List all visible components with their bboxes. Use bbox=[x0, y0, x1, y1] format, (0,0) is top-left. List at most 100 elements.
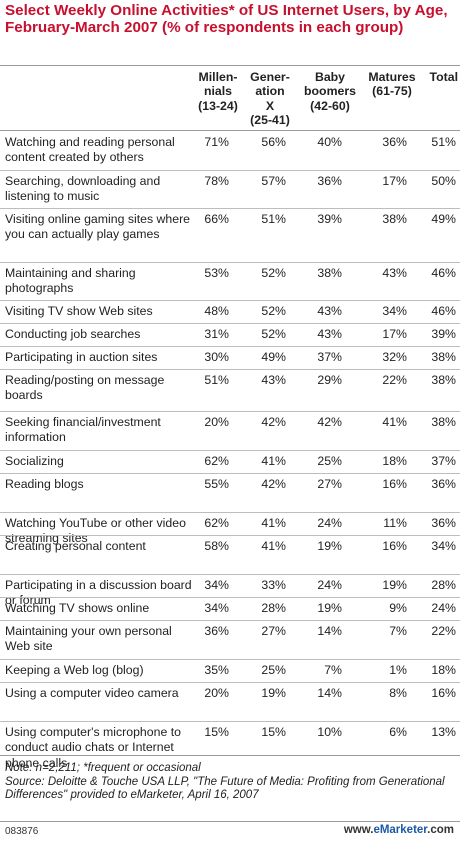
cell-total: 16% bbox=[431, 686, 456, 700]
cell-matures: 16% bbox=[382, 539, 407, 553]
cell-baby-boomers: 27% bbox=[317, 477, 342, 491]
cell-millennials: 71% bbox=[204, 135, 229, 149]
cell-baby-boomers: 42% bbox=[317, 415, 342, 429]
row-label: Participating in auction sites bbox=[5, 350, 158, 364]
cell-total: 37% bbox=[431, 454, 456, 468]
cell-total: 38% bbox=[431, 350, 456, 364]
cell-total: 34% bbox=[431, 539, 456, 553]
cell-gen-x: 52% bbox=[261, 266, 286, 280]
cell-baby-boomers: 29% bbox=[317, 373, 342, 387]
cell-baby-boomers: 19% bbox=[317, 601, 342, 615]
row-divider bbox=[0, 721, 460, 722]
footer-rule bbox=[0, 821, 460, 822]
column-header-gen-x: Gener- ation X (25-41) bbox=[250, 70, 290, 128]
cell-millennials: 53% bbox=[204, 266, 229, 280]
row-divider bbox=[0, 597, 460, 598]
row-label: Visiting online gaming sites where you c… bbox=[5, 212, 191, 242]
row-label: Reading/posting on message boards bbox=[5, 373, 165, 403]
cell-matures: 18% bbox=[382, 454, 407, 468]
cell-matures: 36% bbox=[382, 135, 407, 149]
cell-matures: 8% bbox=[389, 686, 407, 700]
logo-prefix: www. bbox=[343, 824, 374, 836]
row-divider bbox=[0, 300, 460, 301]
cell-millennials: 62% bbox=[204, 454, 229, 468]
row-divider bbox=[0, 574, 460, 575]
row-divider bbox=[0, 682, 460, 683]
cell-millennials: 66% bbox=[204, 212, 229, 226]
cell-millennials: 51% bbox=[204, 373, 229, 387]
cell-total: 36% bbox=[431, 516, 456, 530]
row-divider bbox=[0, 473, 460, 474]
cell-baby-boomers: 10% bbox=[317, 725, 342, 739]
row-label: Reading blogs bbox=[5, 477, 84, 491]
cell-total: 38% bbox=[431, 415, 456, 429]
cell-baby-boomers: 43% bbox=[317, 327, 342, 341]
row-divider bbox=[0, 535, 460, 536]
cell-total: 46% bbox=[431, 304, 456, 318]
cell-millennials: 34% bbox=[204, 601, 229, 615]
cell-baby-boomers: 14% bbox=[317, 686, 342, 700]
row-divider bbox=[0, 450, 460, 451]
cell-total: 50% bbox=[431, 174, 456, 188]
row-label: Creating personal content bbox=[5, 539, 146, 553]
cell-millennials: 48% bbox=[204, 304, 229, 318]
row-label: Watching and reading personal content cr… bbox=[5, 135, 175, 165]
row-label: Keeping a Web log (blog) bbox=[5, 663, 144, 677]
row-label: Using computer's microphone to conduct a… bbox=[5, 725, 181, 770]
cell-baby-boomers: 24% bbox=[317, 578, 342, 592]
row-divider bbox=[0, 411, 460, 412]
row-divider bbox=[0, 208, 460, 209]
cell-total: 18% bbox=[431, 663, 456, 677]
cell-matures: 41% bbox=[382, 415, 407, 429]
cell-matures: 38% bbox=[382, 212, 407, 226]
cell-gen-x: 15% bbox=[261, 725, 286, 739]
cell-gen-x: 57% bbox=[261, 174, 286, 188]
column-header-millennials: Millen- nials (13-24) bbox=[198, 70, 238, 113]
row-divider bbox=[0, 659, 460, 660]
cell-gen-x: 25% bbox=[261, 663, 286, 677]
cell-matures: 22% bbox=[382, 373, 407, 387]
row-label: Watching YouTube or other video streamin… bbox=[5, 516, 186, 546]
cell-total: 38% bbox=[431, 373, 456, 387]
cell-millennials: 58% bbox=[204, 539, 229, 553]
logo-suffix: .com bbox=[427, 824, 454, 836]
cell-gen-x: 52% bbox=[261, 327, 286, 341]
cell-matures: 17% bbox=[382, 327, 407, 341]
cell-total: 49% bbox=[431, 212, 456, 226]
source-note: Note: n=2,211; *frequent or occasional S… bbox=[5, 762, 445, 802]
row-divider bbox=[0, 369, 460, 370]
cell-millennials: 35% bbox=[204, 663, 229, 677]
cell-gen-x: 49% bbox=[261, 350, 286, 364]
cell-baby-boomers: 25% bbox=[317, 454, 342, 468]
cell-gen-x: 28% bbox=[261, 601, 286, 615]
emarketer-logo: www.eMarketer.com bbox=[344, 824, 454, 836]
row-divider bbox=[0, 512, 460, 513]
cell-baby-boomers: 19% bbox=[317, 539, 342, 553]
cell-gen-x: 41% bbox=[261, 516, 286, 530]
cell-gen-x: 42% bbox=[261, 415, 286, 429]
cell-total: 51% bbox=[431, 135, 456, 149]
cell-matures: 32% bbox=[382, 350, 407, 364]
cell-matures: 7% bbox=[389, 624, 407, 638]
row-divider bbox=[0, 170, 460, 171]
cell-gen-x: 52% bbox=[261, 304, 286, 318]
row-label: Maintaining and sharing photographs bbox=[5, 266, 136, 296]
cell-millennials: 78% bbox=[204, 174, 229, 188]
row-label: Watching TV shows online bbox=[5, 601, 150, 615]
cell-total: 13% bbox=[431, 725, 456, 739]
row-label: Maintaining your own personal Web site bbox=[5, 624, 172, 654]
cell-matures: 17% bbox=[382, 174, 407, 188]
header-top-rule bbox=[0, 65, 460, 66]
cell-millennials: 55% bbox=[204, 477, 229, 491]
cell-baby-boomers: 14% bbox=[317, 624, 342, 638]
cell-matures: 9% bbox=[389, 601, 407, 615]
header-bottom-rule bbox=[0, 130, 460, 131]
cell-baby-boomers: 38% bbox=[317, 266, 342, 280]
cell-millennials: 36% bbox=[204, 624, 229, 638]
cell-baby-boomers: 37% bbox=[317, 350, 342, 364]
row-label: Conducting job searches bbox=[5, 327, 141, 341]
cell-millennials: 31% bbox=[204, 327, 229, 341]
cell-total: 22% bbox=[431, 624, 456, 638]
row-divider bbox=[0, 346, 460, 347]
